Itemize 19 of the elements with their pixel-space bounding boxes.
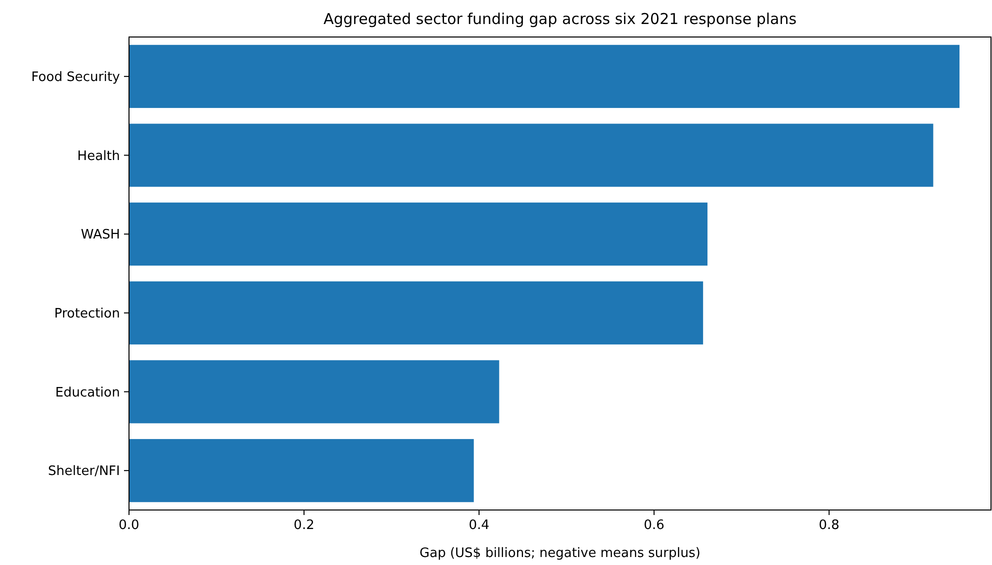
y-tick-label: WASH [80,228,120,243]
bar [129,360,500,424]
bar [129,124,934,187]
bar [129,281,704,344]
x-axis-title: Gap (US$ billions; negative means surplus) [420,546,700,561]
x-tick-label: 0.6 [644,518,664,533]
x-tick-label: 0.2 [294,518,314,533]
y-tick-label: Health [77,148,120,164]
y-tick-label: Food Security [31,70,120,85]
bar [129,202,708,266]
bar [129,44,960,108]
chart-title: Aggregated sector funding gap across six 2021 response plans [323,10,797,28]
bar [129,439,474,502]
x-tick-label: 0.8 [818,518,840,533]
y-tick-label: Shelter/NFI [48,464,120,480]
y-tick-label: Protection [54,306,120,322]
y-tick-label: Education [55,385,120,400]
x-tick-label: 0.0 [118,518,140,533]
x-tick-label: 0.4 [468,518,490,533]
